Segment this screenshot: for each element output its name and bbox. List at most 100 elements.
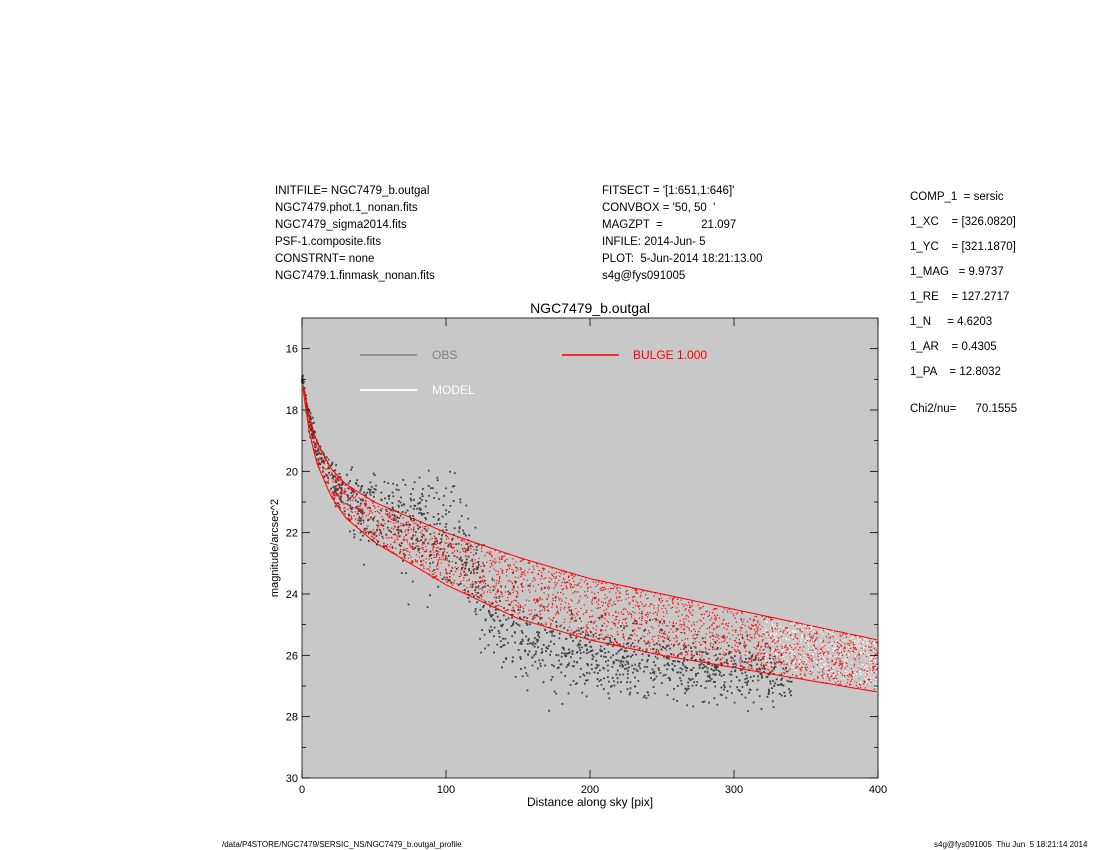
bulge-point xyxy=(521,589,523,592)
obs-point xyxy=(594,667,597,670)
model-point xyxy=(762,631,764,634)
bulge-point xyxy=(550,622,552,625)
sigma-file-line: NGC7479_sigma2014.fits xyxy=(275,219,407,231)
bulge-point xyxy=(540,589,542,591)
obs-point xyxy=(444,526,447,528)
obs-point xyxy=(744,657,747,660)
bulge-point xyxy=(796,659,798,661)
obs-point xyxy=(381,518,384,521)
bulge-point xyxy=(568,579,570,581)
obs-point xyxy=(704,651,707,654)
bulge-point xyxy=(398,529,401,532)
model-point xyxy=(872,654,874,656)
obs-point xyxy=(453,527,456,530)
obs-point xyxy=(305,406,308,409)
bulge-point xyxy=(838,646,840,649)
bulge-point xyxy=(575,591,577,593)
bulge-point xyxy=(755,624,757,626)
bulge-point xyxy=(705,611,707,613)
obs-point xyxy=(441,534,443,537)
obs-point xyxy=(708,663,711,665)
bulge-point xyxy=(647,642,649,644)
bulge-point xyxy=(611,588,613,590)
bulge-point xyxy=(504,586,506,588)
obs-point xyxy=(332,475,335,477)
bulge-point xyxy=(437,542,439,545)
model-point xyxy=(865,684,867,686)
bulge-point xyxy=(495,560,497,563)
obs-point xyxy=(659,628,662,631)
obs-point xyxy=(686,667,689,669)
model-point xyxy=(788,628,790,631)
bulge-point xyxy=(663,605,665,607)
bulge-point xyxy=(817,653,819,655)
bulge-point xyxy=(396,553,398,555)
bulge-point xyxy=(733,648,736,651)
bulge-point xyxy=(505,600,507,602)
bulge-point xyxy=(737,646,739,648)
obs-point xyxy=(417,527,420,530)
obs-point xyxy=(348,504,351,507)
obs-point xyxy=(602,667,605,670)
obs-point xyxy=(782,667,785,670)
obs-point xyxy=(757,644,760,647)
obs-point xyxy=(626,677,629,679)
model-point xyxy=(856,646,858,648)
bulge-point xyxy=(672,653,674,656)
obs-point xyxy=(334,485,337,488)
obs-point xyxy=(538,659,541,662)
bulge-point xyxy=(837,674,839,676)
bulge-point xyxy=(763,664,765,666)
bulge-point xyxy=(676,607,678,609)
bulge-point xyxy=(318,463,320,466)
bulge-point xyxy=(558,599,560,601)
obs-point xyxy=(708,701,710,704)
model-point xyxy=(840,633,842,636)
bulge-point xyxy=(439,557,441,559)
bulge-point xyxy=(816,664,819,666)
bulge-point xyxy=(400,551,402,553)
bulge-point xyxy=(470,546,472,548)
bulge-point xyxy=(433,541,436,543)
obs-point xyxy=(733,701,736,704)
bulge-point xyxy=(495,584,497,586)
bulge-point xyxy=(323,476,325,478)
obs-point xyxy=(332,498,335,500)
bulge-point xyxy=(795,675,798,677)
bulge-point xyxy=(807,654,809,657)
obs-point xyxy=(347,487,350,490)
x-tick-label: 200 xyxy=(581,784,599,796)
obs-point xyxy=(459,582,462,585)
bulge-point xyxy=(435,554,438,556)
bulge-point xyxy=(447,545,449,547)
obs-point xyxy=(607,669,609,672)
bulge-point xyxy=(377,527,379,529)
bulge-point xyxy=(729,652,731,654)
bulge-point xyxy=(547,595,550,597)
model-point xyxy=(854,681,856,683)
bulge-point xyxy=(601,629,604,631)
obs-point xyxy=(361,485,364,487)
obs-point xyxy=(566,664,569,666)
model-point xyxy=(803,649,805,651)
bulge-point xyxy=(573,620,575,622)
obs-point xyxy=(472,569,475,571)
obs-point xyxy=(685,688,688,691)
bulge-point xyxy=(621,630,623,632)
bulge-point xyxy=(551,573,553,575)
bulge-point xyxy=(693,645,695,648)
bulge-point xyxy=(680,626,682,628)
bulge-point xyxy=(409,543,411,545)
bulge-point xyxy=(367,518,369,520)
obs-point xyxy=(511,635,514,638)
model-point xyxy=(782,637,784,640)
bulge-point xyxy=(840,672,842,674)
bulge-point xyxy=(573,586,575,588)
model-point xyxy=(871,639,874,641)
bulge-point xyxy=(541,588,543,590)
obs-point xyxy=(328,471,330,474)
obs-point xyxy=(663,664,666,667)
obs-point xyxy=(360,498,362,501)
bulge-point xyxy=(547,609,549,611)
bulge-point xyxy=(762,657,764,659)
